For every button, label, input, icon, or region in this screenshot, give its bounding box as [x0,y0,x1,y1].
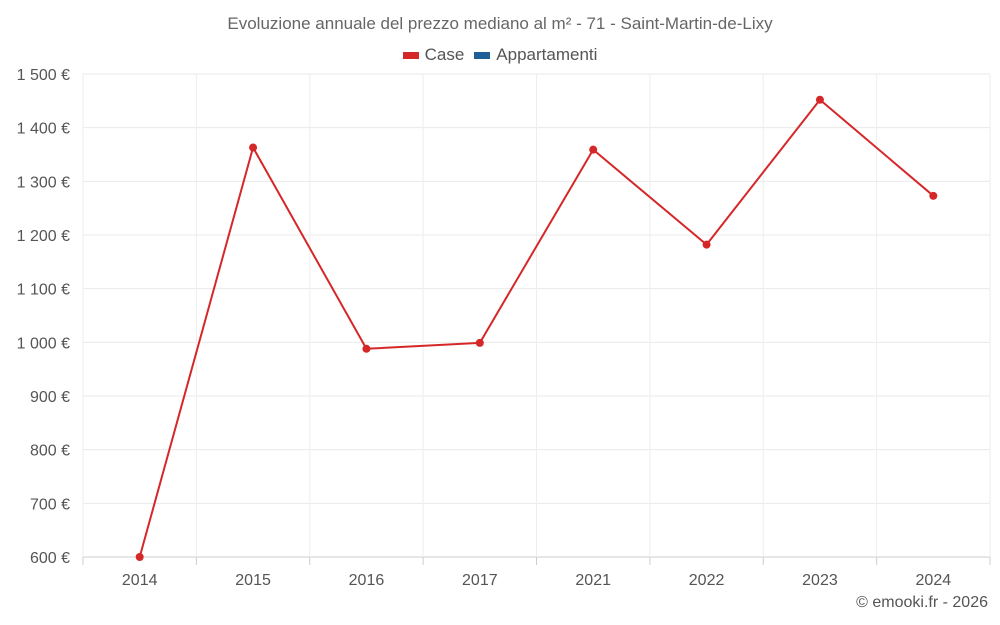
y-tick-label: 1 100 € [17,282,70,299]
y-tick-label: 600 € [30,550,70,567]
footer-credit: © emooki.fr - 2026 [856,594,988,611]
x-tick-label: 2017 [462,572,498,589]
y-tick-label: 1 300 € [17,174,70,191]
data-point [929,191,938,200]
data-point [249,143,258,152]
legend: Case Appartamenti [0,45,1000,65]
data-point [135,553,144,561]
y-tick-label: 1 500 € [17,67,70,84]
data-point [589,145,598,154]
y-tick-label: 700 € [30,496,70,513]
legend-swatch-appartamenti [474,51,491,59]
legend-swatch-case [402,51,419,59]
y-tick-label: 1 200 € [17,228,70,245]
data-point [702,240,711,249]
legend-item-case[interactable]: Case [402,45,465,65]
y-tick-label: 1 000 € [17,335,70,352]
x-tick-label: 2021 [575,572,611,589]
legend-label-appartamenti: Appartamenti [496,45,598,64]
series-line-case [138,98,934,558]
x-tick-label: 2024 [916,572,952,589]
data-point [362,344,371,353]
data-point [815,95,824,104]
x-tick-label: 2023 [802,572,838,589]
y-tick-label: 800 € [30,443,70,460]
x-tick-label: 2016 [349,572,385,589]
legend-label-case: Case [424,45,465,64]
chart-title: Evoluzione annuale del prezzo mediano al… [227,14,773,33]
x-tick-label: 2014 [122,572,158,589]
x-tick-label: 2015 [235,572,271,589]
x-tick-label: 2022 [689,572,725,589]
y-tick-label: 900 € [30,389,70,406]
legend-item-appartamenti[interactable]: Appartamenti [474,45,597,65]
y-tick-label: 1 400 € [17,121,70,138]
data-point [475,338,484,347]
